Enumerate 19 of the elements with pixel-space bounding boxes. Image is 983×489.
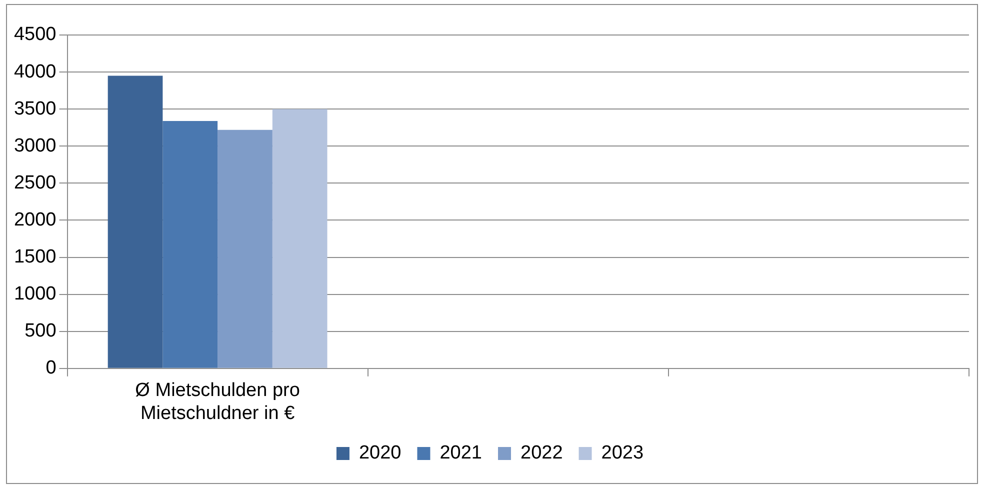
x-tick-label: Ø Mietschulden pro Mietschuldner in €	[135, 380, 300, 424]
y-tick-label: 0	[46, 358, 56, 379]
y-tick-label: 1500	[14, 246, 56, 268]
y-tick-label: 1000	[14, 284, 56, 305]
y-tick-label: 4500	[14, 24, 56, 46]
legend-label: 2021	[440, 442, 482, 464]
bar	[162, 120, 218, 368]
y-tick-label: 4000	[14, 61, 56, 82]
bar	[108, 76, 163, 368]
legend-label: 2022	[520, 442, 563, 464]
bar	[272, 109, 328, 368]
y-tick-label: 500	[24, 320, 56, 342]
y-tick-label: 3500	[14, 98, 56, 120]
y-tick-label: 2000	[14, 209, 56, 230]
y-tick-label: 2500	[14, 172, 56, 194]
legend-label: 2020	[358, 442, 402, 464]
bar	[218, 130, 272, 368]
legend-label: 2023	[601, 442, 644, 464]
y-tick-label: 3000	[14, 135, 56, 156]
